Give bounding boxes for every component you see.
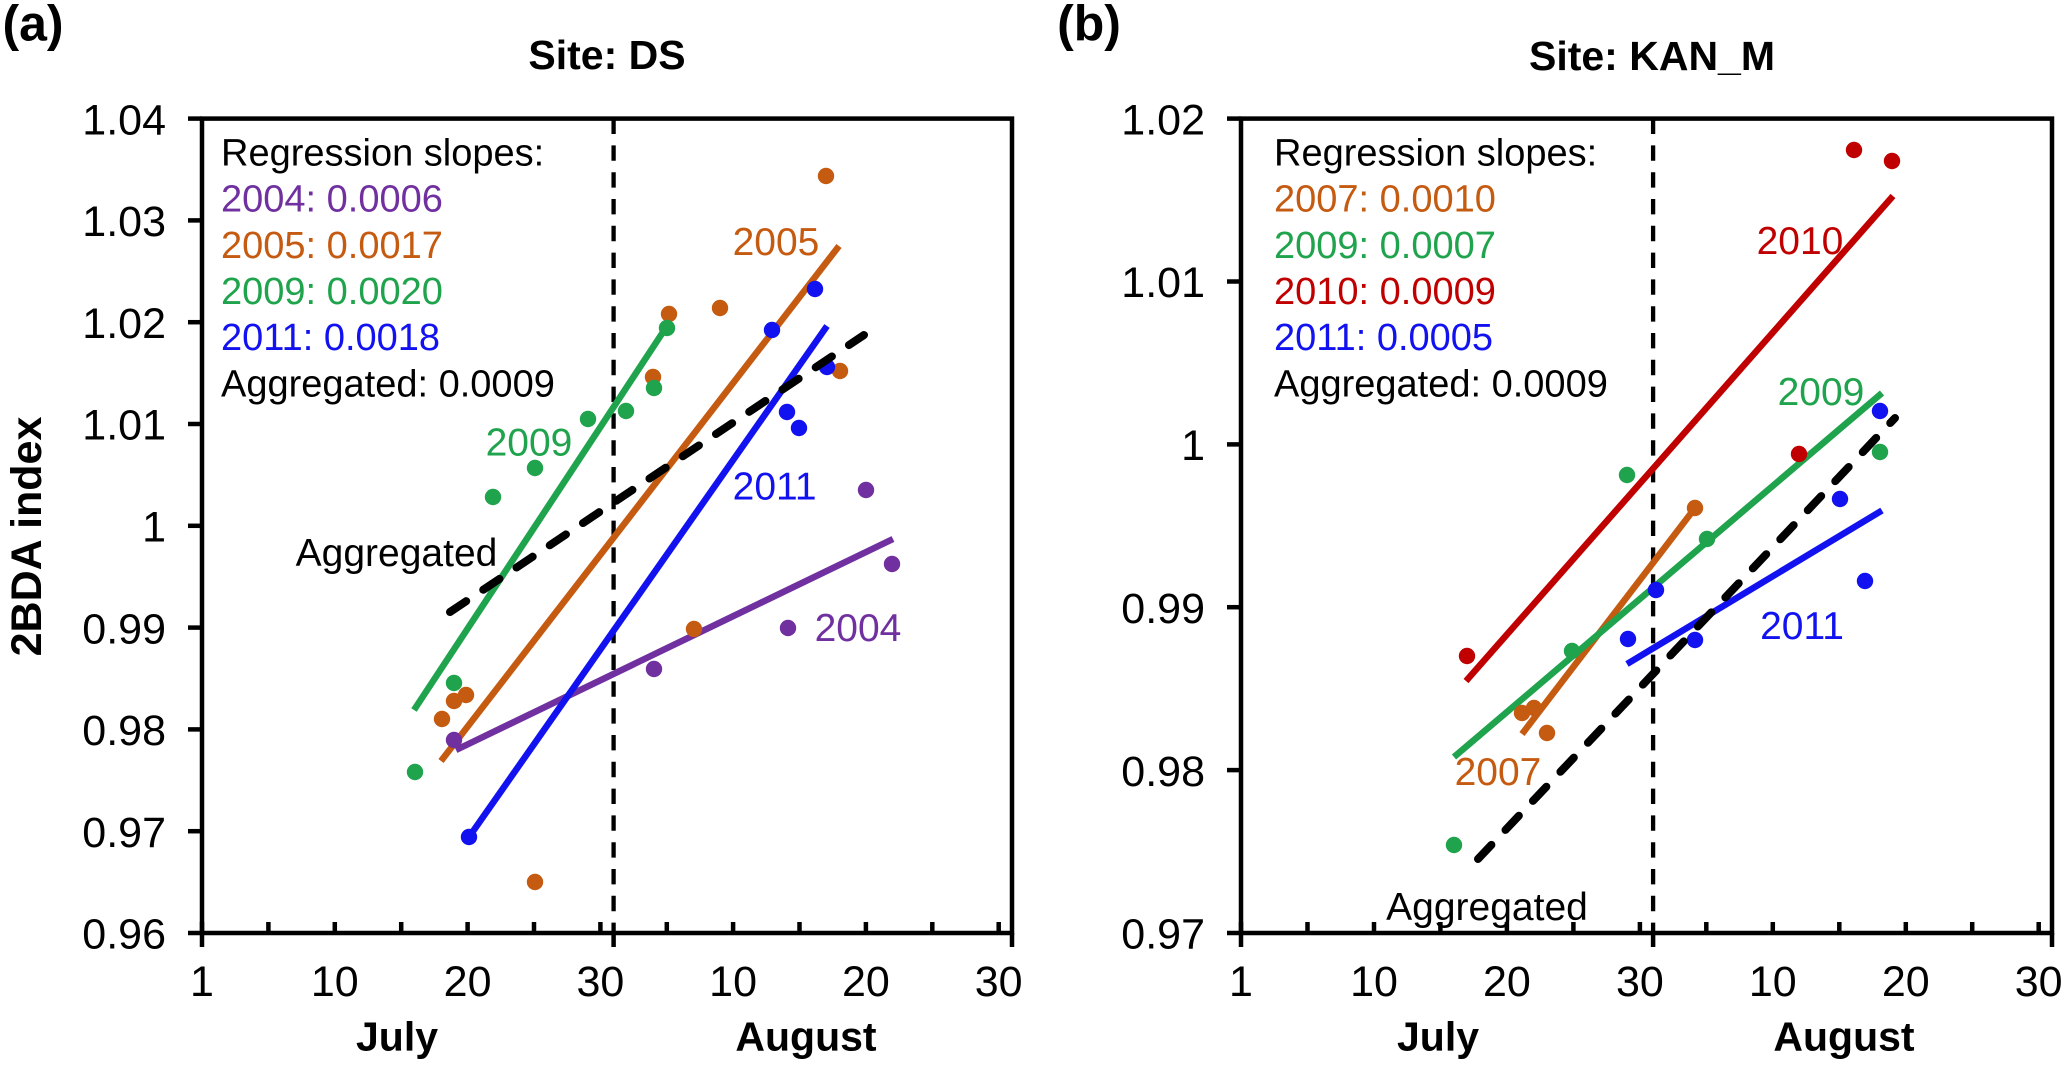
svg-text:1.04: 1.04: [82, 96, 166, 144]
svg-text:2011: 2011: [733, 466, 817, 509]
svg-text:20: 20: [842, 958, 890, 1006]
svg-text:Site: KAN_M: Site: KAN_M: [1529, 33, 1775, 79]
svg-text:2005: 2005: [733, 221, 820, 264]
svg-text:Aggregated: Aggregated: [296, 532, 498, 575]
svg-text:2010: 0.0009: 2010: 0.0009: [1274, 271, 1496, 313]
svg-text:2009: 0.0007: 2009: 0.0007: [1274, 225, 1496, 267]
svg-text:30: 30: [576, 958, 624, 1006]
svg-text:2011: 0.0005: 2011: 0.0005: [1274, 317, 1493, 359]
svg-text:(b): (b): [1057, 0, 1121, 52]
svg-text:2004: 0.0006: 2004: 0.0006: [221, 179, 443, 221]
svg-text:2007: 0.0010: 2007: 0.0010: [1274, 179, 1496, 221]
svg-text:1: 1: [1229, 958, 1253, 1006]
svg-text:Aggregated: 0.0009: Aggregated: 0.0009: [1274, 363, 1608, 405]
svg-text:July: July: [1397, 1014, 1479, 1060]
svg-text:2011: 2011: [1760, 605, 1844, 648]
svg-text:1.02: 1.02: [1121, 96, 1205, 144]
svg-text:Regression slopes:: Regression slopes:: [1274, 132, 1597, 174]
svg-text:0.96: 0.96: [82, 911, 166, 959]
svg-text:Aggregated: 0.0009: Aggregated: 0.0009: [221, 363, 555, 405]
svg-text:2009: 0.0020: 2009: 0.0020: [221, 271, 443, 313]
svg-text:2011: 0.0018: 2011: 0.0018: [221, 317, 440, 359]
svg-text:1.01: 1.01: [82, 402, 166, 450]
svg-text:1.02: 1.02: [82, 300, 166, 348]
svg-text:2010: 2010: [1757, 220, 1844, 263]
svg-text:30: 30: [2015, 958, 2063, 1006]
svg-text:Site: DS: Site: DS: [528, 32, 685, 78]
svg-text:10: 10: [709, 958, 757, 1006]
svg-text:1: 1: [1181, 422, 1205, 470]
svg-text:0.99: 0.99: [82, 605, 166, 653]
svg-text:2004: 2004: [815, 607, 902, 650]
svg-text:30: 30: [1616, 958, 1664, 1006]
svg-text:2009: 2009: [486, 422, 573, 465]
svg-text:10: 10: [1350, 958, 1398, 1006]
svg-text:(a): (a): [2, 0, 63, 52]
svg-text:0.97: 0.97: [1121, 911, 1205, 959]
svg-text:1: 1: [190, 958, 214, 1006]
svg-text:1: 1: [142, 504, 166, 552]
svg-text:August: August: [735, 1014, 877, 1060]
svg-text:2BDA index: 2BDA index: [3, 417, 51, 657]
svg-text:0.97: 0.97: [82, 809, 166, 857]
svg-text:1.01: 1.01: [1121, 259, 1205, 307]
svg-text:20: 20: [444, 958, 492, 1006]
svg-text:10: 10: [311, 958, 359, 1006]
svg-text:10: 10: [1749, 958, 1797, 1006]
svg-text:2009: 2009: [1778, 371, 1865, 414]
svg-text:August: August: [1773, 1014, 1915, 1060]
svg-text:0.98: 0.98: [1121, 748, 1205, 796]
svg-text:0.99: 0.99: [1121, 585, 1205, 633]
svg-text:July: July: [356, 1014, 438, 1060]
svg-text:20: 20: [1882, 958, 1930, 1006]
svg-text:1.03: 1.03: [82, 198, 166, 246]
svg-text:0.98: 0.98: [82, 707, 166, 755]
svg-text:2007: 2007: [1455, 751, 1542, 794]
svg-text:20: 20: [1483, 958, 1531, 1006]
svg-text:Aggregated: Aggregated: [1386, 886, 1588, 929]
svg-text:2005: 0.0017: 2005: 0.0017: [221, 225, 443, 267]
svg-text:30: 30: [975, 958, 1023, 1006]
svg-text:Regression slopes:: Regression slopes:: [221, 132, 544, 174]
